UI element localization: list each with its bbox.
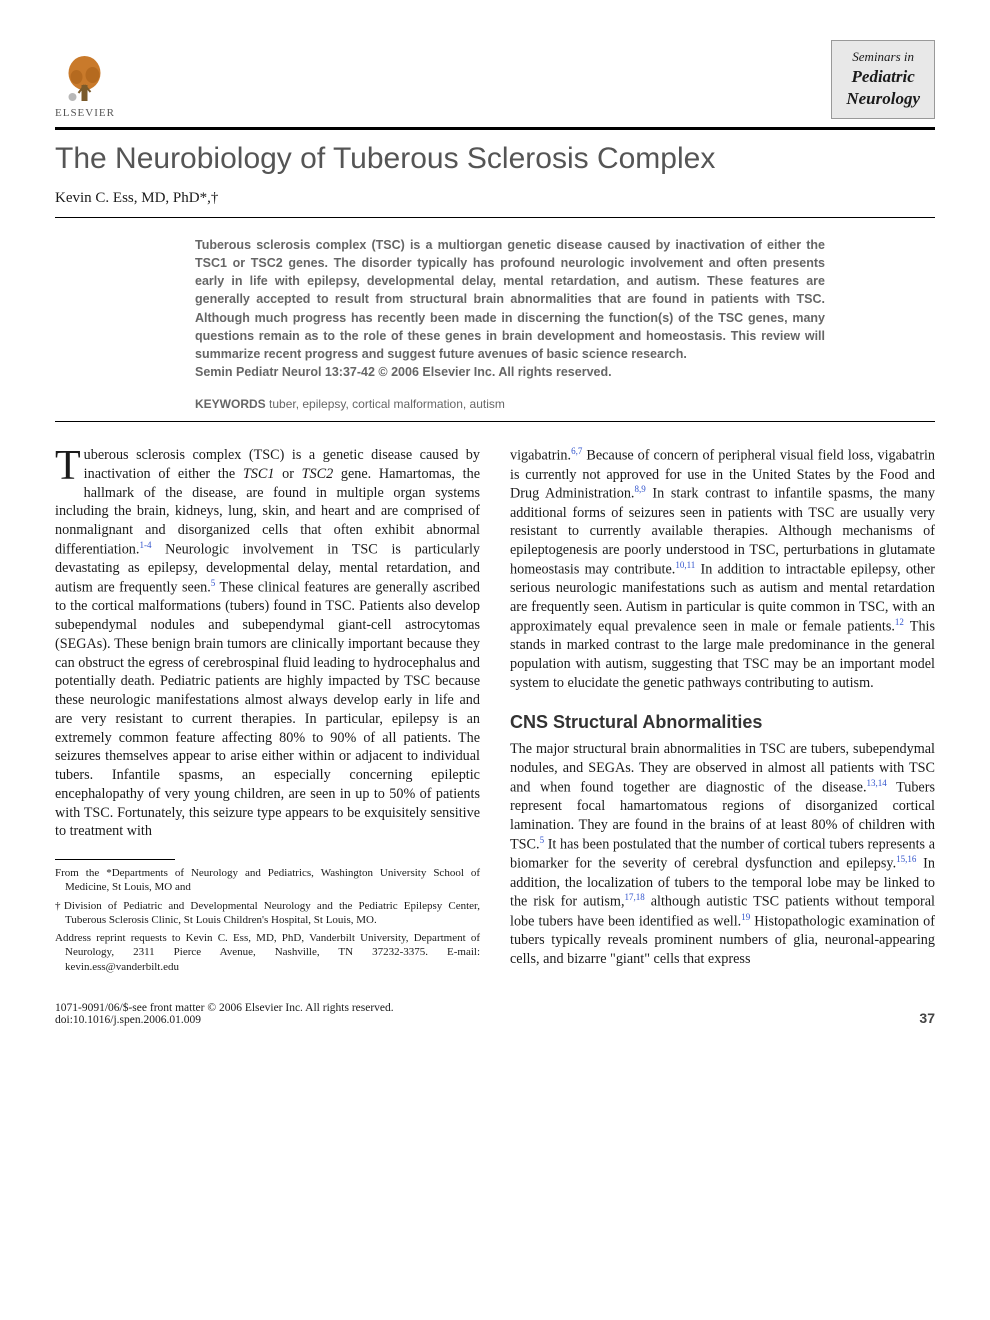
ref-link[interactable]: 10,11 <box>675 560 695 570</box>
copyright-line: 1071-9091/06/$-see front matter © 2006 E… <box>55 1002 394 1014</box>
footer-left: 1071-9091/06/$-see front matter © 2006 E… <box>55 1002 394 1026</box>
page-number: 37 <box>919 1010 935 1026</box>
journal-name-line2: Neurology <box>846 88 920 110</box>
dropcap: T <box>55 446 84 486</box>
body-paragraph-2: vigabatrin.6,7 Because of concern of per… <box>510 446 935 692</box>
keywords-rule <box>55 421 935 422</box>
abstract-block: Tuberous sclerosis complex (TSC) is a mu… <box>195 236 825 381</box>
article-title: The Neurobiology of Tuberous Sclerosis C… <box>55 142 935 176</box>
section-heading-cns: CNS Structural Abnormalities <box>510 711 935 735</box>
body-paragraph-1: Tuberous sclerosis complex (TSC) is a ge… <box>55 446 480 841</box>
journal-name-line1: Pediatric <box>846 66 920 88</box>
page-header: ELSEVIER Seminars in Pediatric Neurology <box>55 40 935 119</box>
footnotes: From the *Departments of Neurology and P… <box>55 866 480 974</box>
ref-link[interactable]: 15,16 <box>896 854 916 864</box>
footnote-affiliation-2: †Division of Pediatric and Developmental… <box>55 899 480 928</box>
body-columns: Tuberous sclerosis complex (TSC) is a ge… <box>55 446 935 978</box>
abstract-citation: Semin Pediatr Neurol 13:37-42 © 2006 Els… <box>195 365 612 379</box>
footnote-correspondence: Address reprint requests to Kevin C. Ess… <box>55 931 480 974</box>
page-footer: 1071-9091/06/$-see front matter © 2006 E… <box>55 1002 935 1026</box>
header-rule <box>55 127 935 130</box>
left-column: Tuberous sclerosis complex (TSC) is a ge… <box>55 446 480 978</box>
ref-link[interactable]: 6,7 <box>571 446 582 456</box>
doi-line: doi:10.1016/j.spen.2006.01.009 <box>55 1014 394 1026</box>
footnotes-rule <box>55 859 175 860</box>
footnote-affiliation-1: From the *Departments of Neurology and P… <box>55 866 480 895</box>
ref-link[interactable]: 17,18 <box>625 892 645 902</box>
ref-link[interactable]: 8,9 <box>634 484 645 494</box>
body-paragraph-3: The major structural brain abnormalities… <box>510 740 935 968</box>
keywords-text: tuber, epilepsy, cortical malformation, … <box>269 397 505 411</box>
author-rule <box>55 217 935 218</box>
keywords-label: KEYWORDS <box>195 397 266 411</box>
abstract-text: Tuberous sclerosis complex (TSC) is a mu… <box>195 238 825 361</box>
elsevier-tree-icon <box>62 55 107 105</box>
journal-prefix: Seminars in <box>846 49 920 66</box>
publisher-logo: ELSEVIER <box>55 55 115 119</box>
author-line: Kevin C. Ess, MD, PhD*,† <box>55 190 935 207</box>
ref-link[interactable]: 13,14 <box>867 778 887 788</box>
ref-link[interactable]: 12 <box>895 617 904 627</box>
ref-link[interactable]: 19 <box>741 912 750 922</box>
journal-badge: Seminars in Pediatric Neurology <box>831 40 935 119</box>
ref-link[interactable]: 1-4 <box>139 540 151 550</box>
right-column: vigabatrin.6,7 Because of concern of per… <box>510 446 935 978</box>
keywords-row: KEYWORDS tuber, epilepsy, cortical malfo… <box>195 397 825 411</box>
publisher-name: ELSEVIER <box>55 107 115 119</box>
